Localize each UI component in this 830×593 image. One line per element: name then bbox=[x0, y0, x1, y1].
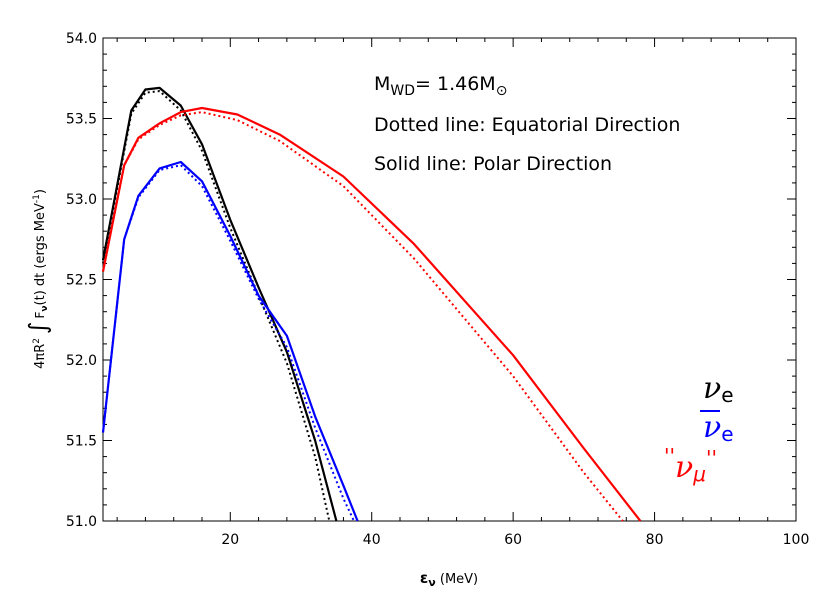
y-axis-middle: (t) dt (ergs MeV bbox=[33, 203, 48, 305]
sun-symbol: ⊙ bbox=[496, 83, 508, 99]
legend-anti-nu-e-symbol: ν bbox=[703, 410, 721, 445]
x-tick-label: 80 bbox=[646, 532, 664, 548]
x-axis-symbol-sub: ν bbox=[428, 576, 436, 589]
legend-nu-mu-quote-open: '' bbox=[664, 444, 675, 468]
plot-frame bbox=[102, 37, 797, 522]
x-tick-label: 40 bbox=[363, 532, 381, 548]
x-tick-label: 20 bbox=[221, 532, 239, 548]
y-tick-label: 51.0 bbox=[66, 514, 97, 530]
annotation-mass-m: M bbox=[374, 73, 390, 95]
series-line-1-dotted bbox=[102, 90, 331, 522]
x-axis-symbol: ε bbox=[420, 569, 428, 587]
annotation-solid: Solid line: Polar Direction bbox=[374, 153, 612, 175]
y-tick-label: 54.0 bbox=[66, 31, 97, 47]
annotation-mass: MWD= 1.46M⊙ bbox=[374, 73, 507, 99]
legend-nu-e-symbol: ν bbox=[703, 371, 721, 406]
series-line-2-solid bbox=[101, 160, 359, 522]
y-tick-label: 53.0 bbox=[66, 192, 97, 208]
x-axis-title: εν (MeV) bbox=[420, 569, 478, 589]
x-tick-label: 100 bbox=[783, 532, 810, 548]
series-line-4-solid bbox=[101, 106, 642, 522]
legend-nu-e-sub: e bbox=[721, 383, 733, 407]
y-axis-integral: ∫ bbox=[24, 322, 52, 335]
legend: νe νe ''νμ'' bbox=[664, 371, 734, 486]
legend-entry-nu-e: νe bbox=[703, 371, 734, 407]
y-axis-prefix-sup: 2 bbox=[32, 338, 42, 344]
y-axis-prefix: 4πR bbox=[33, 344, 48, 369]
y-axis-title: 4πR2 ∫ Fν(t) dt (ergs MeV-1) bbox=[24, 189, 52, 369]
series-line-3-dotted bbox=[102, 164, 355, 522]
y-axis-close: ) bbox=[33, 189, 48, 194]
legend-nu-mu-symbol: ν bbox=[675, 450, 693, 485]
axis-ticks: 20 40 60 80 100 51.0 51.5 52.0 52.5 53.0 53.5 54.0 bbox=[66, 31, 810, 548]
legend-entry-anti-nu-e: νe bbox=[703, 410, 734, 446]
y-axis-title-group: 4πR2 ∫ Fν(t) dt (ergs MeV-1) bbox=[24, 189, 52, 369]
x-axis-unit: (MeV) bbox=[436, 572, 478, 587]
y-tick-label: 51.5 bbox=[66, 434, 97, 450]
legend-anti-nu-e-sub: e bbox=[721, 422, 733, 446]
y-tick-label: 52.0 bbox=[66, 353, 97, 369]
series-group bbox=[101, 86, 642, 522]
series-line-0-solid bbox=[101, 86, 338, 522]
annotation-mass-value: = 1.46M bbox=[415, 73, 496, 95]
y-tick-label: 53.5 bbox=[66, 112, 97, 128]
y-axis-unit-sup: -1 bbox=[32, 194, 42, 203]
y-axis-flux: F bbox=[33, 312, 47, 319]
x-tick-label: 60 bbox=[504, 532, 522, 548]
legend-nu-mu-quote-close: '' bbox=[706, 446, 717, 470]
annotation-mass-sub: WD bbox=[390, 83, 415, 99]
legend-nu-mu-sub: μ bbox=[692, 462, 706, 486]
annotation-dotted: Dotted line: Equatorial Direction bbox=[374, 114, 680, 136]
legend-entry-nu-mu: ''νμ'' bbox=[664, 444, 717, 486]
y-tick-label: 52.5 bbox=[66, 273, 97, 289]
y-axis-flux-sub: ν bbox=[40, 305, 50, 311]
